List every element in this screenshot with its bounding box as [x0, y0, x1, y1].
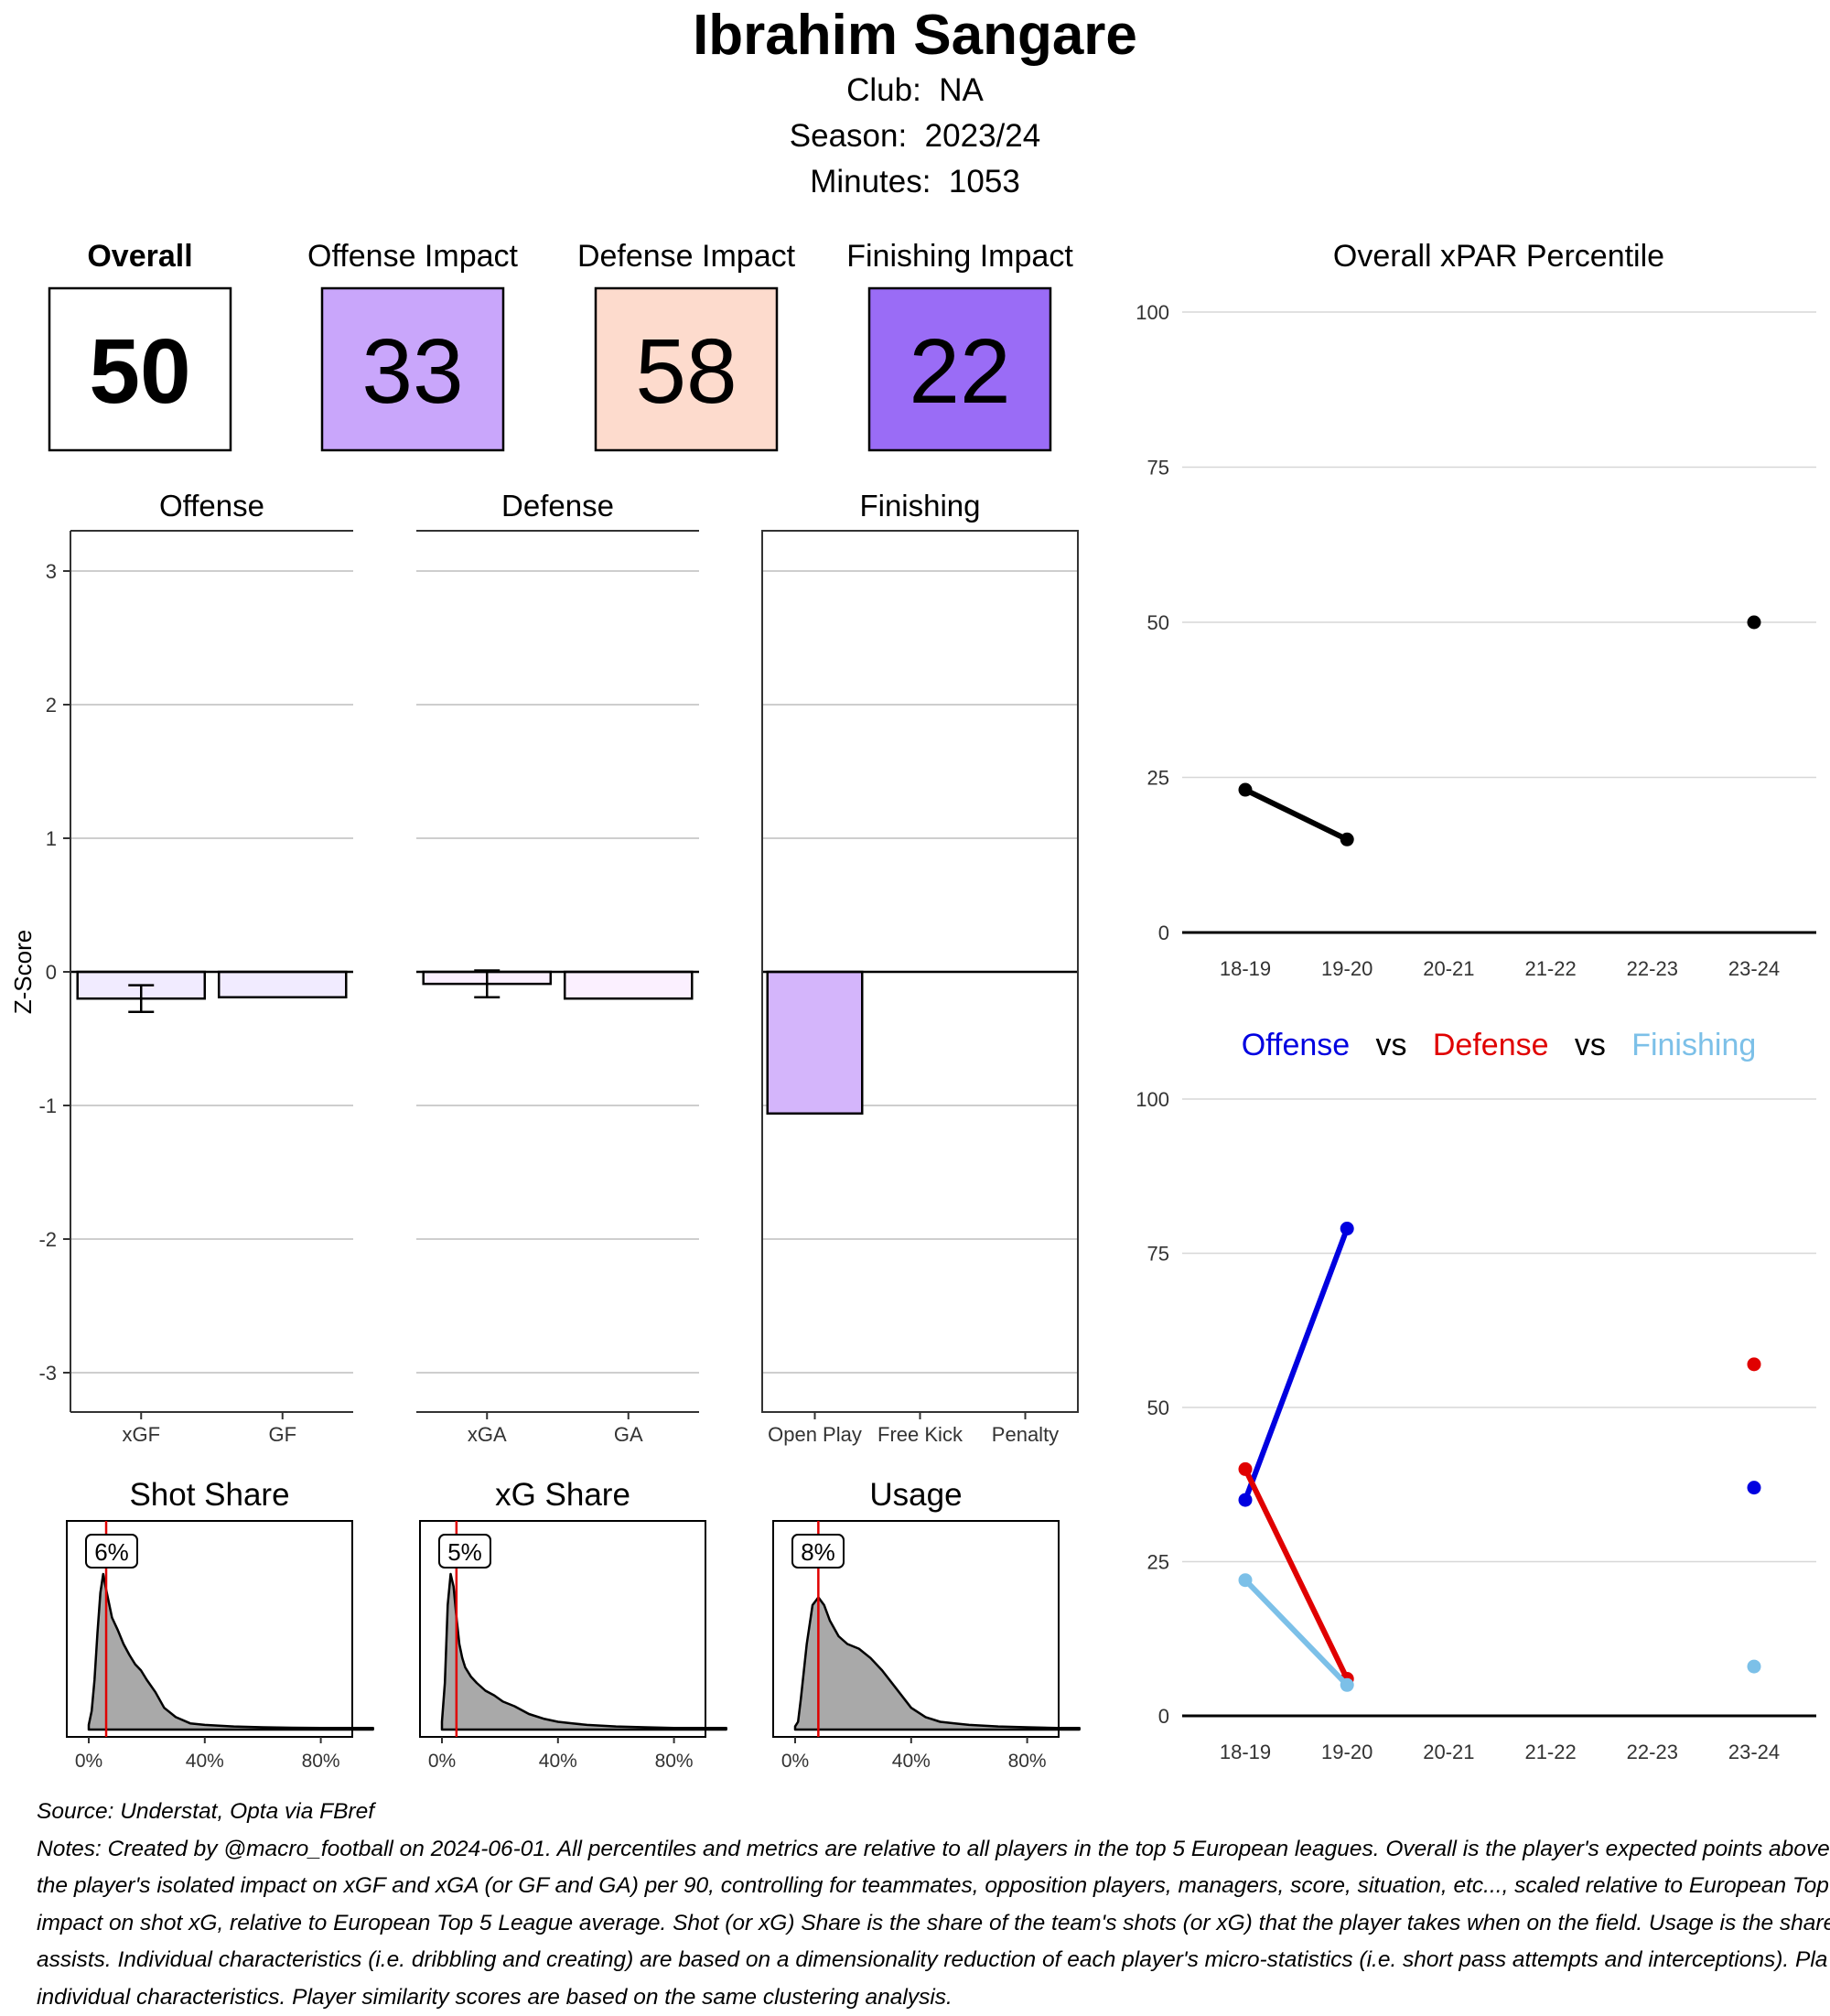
data-point: [1340, 1678, 1354, 1692]
notes-line-5: individual characteristics. Player simil…: [37, 1979, 1830, 2016]
score-box-label: Defense Impact: [577, 239, 796, 274]
y-tick-label: 100: [1136, 301, 1169, 324]
y-axis-label: Z-Score: [9, 930, 37, 1014]
bar-category-label: GA: [614, 1423, 643, 1446]
x-tick-label: 23-24: [1728, 957, 1780, 980]
bar-category-label: GF: [268, 1423, 296, 1446]
bar-category-label: xGA: [468, 1423, 507, 1446]
bar-panel-title: Defense: [501, 489, 614, 523]
data-point: [1748, 1660, 1761, 1674]
data-point: [1340, 833, 1354, 846]
y-tick-label: 2: [46, 694, 57, 717]
x-tick-label: 80%: [1008, 1751, 1047, 1772]
title-part: vs: [1549, 1028, 1606, 1062]
x-tick-label: 80%: [655, 1751, 694, 1772]
notes-block: Source: Understat, Opta via FBref Notes:…: [37, 1794, 1830, 2016]
bar-category-label: Free Kick: [877, 1423, 963, 1446]
density-panel-title: xG Share: [495, 1477, 630, 1513]
title-part: Finishing: [1606, 1028, 1756, 1062]
score-box-value: 50: [89, 320, 190, 423]
data-point: [1748, 1481, 1761, 1494]
x-tick-label: 40%: [539, 1751, 577, 1772]
data-point: [1239, 1573, 1253, 1587]
line-chart-title: Offense vs Defense vs Finishing: [1242, 1028, 1757, 1062]
y-tick-label: 75: [1147, 1243, 1169, 1266]
y-tick-label: 25: [1147, 1551, 1169, 1574]
title-part: Defense: [1407, 1028, 1549, 1062]
source-note: Source: Understat, Opta via FBref: [37, 1794, 1830, 1831]
y-tick-label: 0: [1158, 922, 1169, 944]
x-tick-label: 0%: [75, 1751, 102, 1772]
series-line: [1245, 790, 1347, 839]
data-point: [1748, 1357, 1761, 1371]
player-value-label: 6%: [94, 1538, 129, 1566]
notes-line-1: Notes: Created by @macro_football on 202…: [37, 1831, 1830, 1869]
y-tick-label: 0: [46, 961, 57, 984]
x-tick-label: 19-20: [1321, 1741, 1372, 1763]
notes-line-3: impact on shot xG, relative to European …: [37, 1905, 1830, 1943]
y-tick-label: -2: [38, 1228, 57, 1251]
x-tick-label: 23-24: [1728, 1741, 1780, 1763]
series-line: [1245, 1580, 1347, 1686]
bar-category-label: Penalty: [992, 1423, 1059, 1446]
score-box-value: 58: [635, 320, 737, 423]
score-box-label: Finishing Impact: [846, 239, 1073, 274]
data-point: [1239, 1493, 1253, 1507]
data-point: [1340, 1222, 1354, 1235]
x-tick-label: 20-21: [1423, 1741, 1474, 1763]
bar-panel-title: Finishing: [859, 489, 980, 523]
x-tick-label: 18-19: [1220, 1741, 1271, 1763]
x-tick-label: 20-21: [1423, 957, 1474, 980]
data-point: [1239, 783, 1253, 797]
title-part: vs: [1350, 1028, 1406, 1062]
density-panel-title: Usage: [869, 1477, 962, 1513]
y-tick-label: 75: [1147, 457, 1169, 480]
x-tick-label: 0%: [428, 1751, 456, 1772]
bar-panel-title: Offense: [159, 489, 264, 523]
data-point: [1748, 616, 1761, 630]
z-score-bar: [768, 972, 863, 1114]
z-score-bar: [565, 972, 692, 998]
x-tick-label: 18-19: [1220, 957, 1271, 980]
x-tick-label: 80%: [302, 1751, 340, 1772]
line-chart-title: Overall xPAR Percentile: [1333, 239, 1664, 274]
density-panel-title: Shot Share: [129, 1477, 289, 1513]
series-line: [1245, 1469, 1347, 1678]
score-box-label: Offense Impact: [307, 239, 518, 274]
player-dashboard-chart: Overall 50 Offense Impact 33 Defense Impact 5…: [0, 0, 1830, 1784]
y-tick-label: 50: [1147, 1396, 1169, 1419]
x-tick-label: 21-22: [1524, 1741, 1576, 1763]
x-tick-label: 40%: [892, 1751, 931, 1772]
y-tick-label: 50: [1147, 611, 1169, 634]
notes-line-2: the player's isolated impact on xGF and …: [37, 1868, 1830, 1905]
x-tick-label: 0%: [781, 1751, 809, 1772]
x-tick-label: 21-22: [1524, 957, 1576, 980]
y-tick-label: 100: [1136, 1088, 1169, 1111]
x-tick-label: 19-20: [1321, 957, 1372, 980]
y-tick-label: -3: [38, 1362, 57, 1385]
title-part: Offense: [1242, 1028, 1350, 1062]
score-box-label: Overall: [87, 239, 192, 274]
notes-line-4: assists. Individual characteristics (i.e…: [37, 1942, 1830, 1979]
y-tick-label: 0: [1158, 1705, 1169, 1728]
y-tick-label: 25: [1147, 767, 1169, 790]
score-box-value: 22: [909, 320, 1010, 423]
z-score-bar: [219, 972, 346, 997]
data-point: [1239, 1462, 1253, 1476]
player-value-label: 5%: [447, 1538, 482, 1566]
bar-category-label: Open Play: [768, 1423, 862, 1446]
player-value-label: 8%: [801, 1538, 835, 1566]
y-tick-label: 1: [46, 827, 57, 850]
y-tick-label: 3: [46, 560, 57, 583]
score-box-value: 33: [361, 320, 463, 423]
x-tick-label: 22-23: [1627, 957, 1678, 980]
x-tick-label: 40%: [186, 1751, 224, 1772]
y-tick-label: -1: [38, 1094, 57, 1117]
series-line: [1245, 1229, 1347, 1501]
bar-category-label: xGF: [122, 1423, 160, 1446]
x-tick-label: 22-23: [1627, 1741, 1678, 1763]
